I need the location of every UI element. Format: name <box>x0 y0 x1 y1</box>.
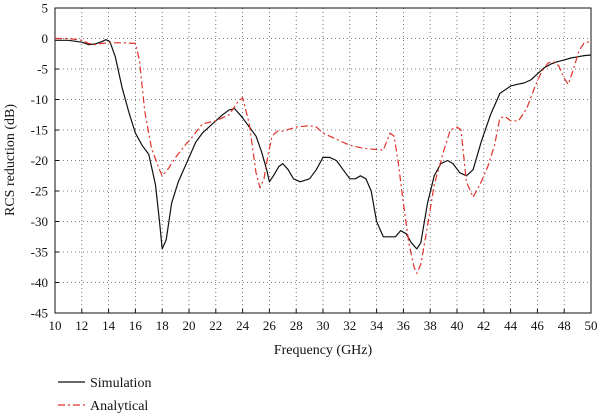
grid-layer <box>55 8 591 313</box>
y-tick-label: -35 <box>31 245 48 260</box>
x-tick-label: 16 <box>129 318 143 333</box>
legend: Simulation Analytical <box>58 376 151 414</box>
x-tick-label: 38 <box>424 318 437 333</box>
y-tick-label: 5 <box>42 1 49 16</box>
series-line-analytical <box>55 37 592 274</box>
x-tick-label: 18 <box>156 318 169 333</box>
x-tick-label: 10 <box>49 318 62 333</box>
y-tick-label: 0 <box>42 31 49 46</box>
y-tick-label: -45 <box>31 306 48 321</box>
x-tick-label: 20 <box>183 318 196 333</box>
legend-label-analytical: Analytical <box>90 399 148 414</box>
y-tick-label: -10 <box>31 92 48 107</box>
x-tick-label: 46 <box>531 318 545 333</box>
x-tick-label: 42 <box>477 318 490 333</box>
series-line-simulation <box>55 39 592 250</box>
x-tick-label: 28 <box>290 318 303 333</box>
y-tick-label: -20 <box>31 153 48 168</box>
y-tick-label: -30 <box>31 214 48 229</box>
x-tick-label: 14 <box>102 318 116 333</box>
x-tick-label: 48 <box>558 318 571 333</box>
x-tick-label: 30 <box>317 318 330 333</box>
y-tick-label: -15 <box>31 123 48 138</box>
y-axis-title: RCS reduction (dB) <box>3 104 18 216</box>
legend-label-simulation: Simulation <box>90 376 151 391</box>
x-tick-label: 24 <box>236 318 250 333</box>
y-tick-label: -40 <box>31 275 48 290</box>
x-tick-label: 36 <box>397 318 411 333</box>
x-tick-label: 22 <box>209 318 222 333</box>
x-tick-label: 34 <box>370 318 384 333</box>
x-tick-label: 44 <box>504 318 518 333</box>
x-tick-label: 50 <box>585 318 598 333</box>
x-tick-label: 32 <box>343 318 356 333</box>
y-tick-label: -25 <box>31 184 48 199</box>
y-tick-label: -5 <box>37 62 48 77</box>
series-layer <box>55 37 592 274</box>
x-tick-label: 40 <box>451 318 464 333</box>
x-tick-label: 12 <box>75 318 88 333</box>
ticks-layer: 10 12 14 16 18 20 22 24 26 28 30 32 34 36 38 40 42 44 46 48… <box>31 1 598 334</box>
x-axis-title: Frequency (GHz) <box>274 343 373 358</box>
x-tick-label: 26 <box>263 318 277 333</box>
